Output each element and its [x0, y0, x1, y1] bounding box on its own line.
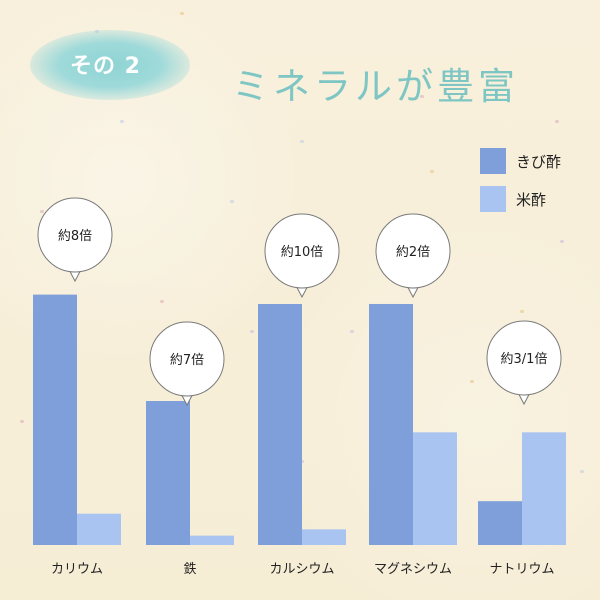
paper-fleck	[250, 330, 254, 333]
legend-item-kibisu: きび酢	[480, 148, 561, 174]
bar-komesu	[522, 432, 566, 545]
bar-komesu	[77, 513, 121, 545]
section-badge-label: その 2	[70, 54, 141, 79]
bar-kibisu	[146, 401, 190, 545]
bar-komesu	[190, 535, 234, 545]
paper-fleck	[230, 200, 234, 203]
annotation-label: 約8倍	[58, 229, 92, 244]
legend-swatch-kibisu	[480, 148, 506, 174]
annotation-bubble	[149, 321, 225, 397]
x-tick-label: カリウム	[51, 562, 103, 577]
section-badge	[30, 30, 190, 100]
legend-label-komesu: 米酢	[516, 190, 547, 209]
annotation-pointer-mask	[179, 385, 195, 391]
annotation-pointer-mask	[405, 277, 421, 283]
bar-komesu	[302, 529, 346, 545]
page-heading: ミネラルが豊富	[232, 65, 519, 108]
paper-fleck	[160, 300, 164, 303]
annotation-pointer-mask	[516, 384, 532, 390]
paper-fleck	[420, 95, 424, 98]
annotation-bubble	[264, 213, 340, 289]
annotation-label: 約7倍	[170, 353, 204, 368]
paper-fleck	[350, 330, 354, 333]
paper-fleck	[300, 140, 304, 143]
paper-fleck	[40, 210, 44, 213]
x-tick-label: カルシウム	[269, 562, 334, 577]
bar-kibisu	[478, 501, 522, 545]
annotation-label: 約3/1倍	[501, 352, 548, 367]
paper-fleck	[20, 420, 24, 423]
annotation-pointer-mask	[67, 261, 83, 267]
paper-fleck	[560, 240, 564, 243]
paper-fleck	[520, 310, 524, 313]
bar-kibisu	[33, 294, 77, 545]
paper-fleck	[120, 120, 124, 123]
annotation-label: 約10倍	[281, 245, 324, 260]
legend-label-kibisu: きび酢	[516, 152, 562, 171]
paper-fleck	[580, 470, 584, 473]
annotation-pointer-mask	[294, 277, 310, 283]
x-tick-label: ナトリウム	[489, 562, 554, 577]
paper-fleck	[430, 170, 434, 173]
paper-fleck	[180, 12, 184, 15]
legend-item-komesu: 米酢	[480, 186, 546, 212]
bar-komesu	[413, 432, 457, 545]
bar-kibisu	[258, 303, 302, 545]
paper-fleck	[555, 120, 559, 123]
bar-kibisu	[369, 303, 413, 545]
annotation-bubble	[375, 213, 451, 289]
paper-fleck	[470, 380, 474, 383]
annotation-bubble	[37, 197, 113, 273]
x-tick-label: 鉄	[183, 562, 196, 577]
annotation-bubble	[486, 320, 562, 396]
annotation-label: 約2倍	[396, 245, 430, 260]
legend-swatch-komesu	[480, 186, 506, 212]
x-tick-label: マグネシウム	[374, 562, 452, 577]
